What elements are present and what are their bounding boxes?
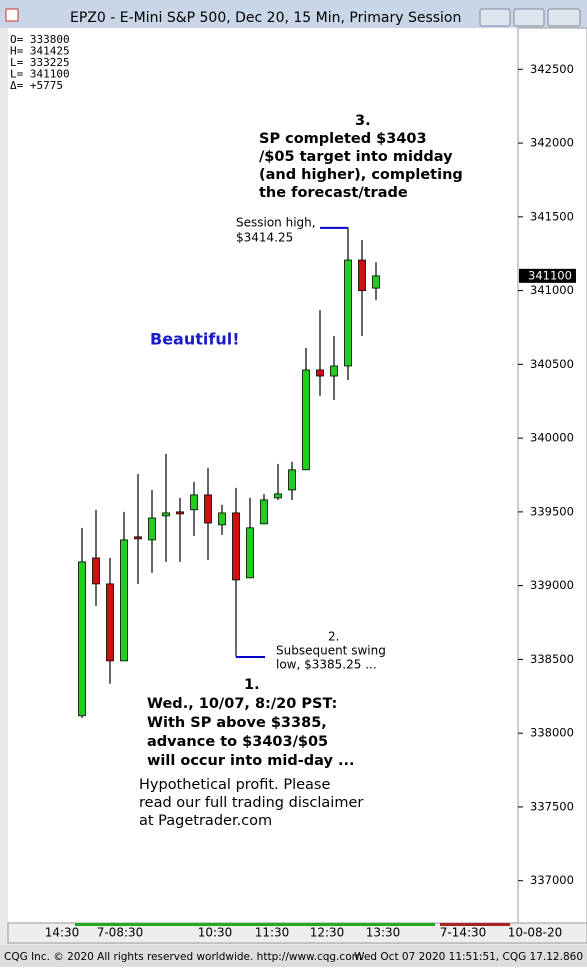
y-tick-label: 341000 (530, 283, 574, 297)
info-line: L= 333225 (10, 56, 70, 69)
y-tick-label: 342000 (530, 136, 574, 150)
candle-body (358, 259, 366, 291)
y-tick-label: 337500 (530, 799, 574, 813)
x-tick-label: 10-08-20 (508, 926, 562, 940)
annotation: at Pagetrader.com (139, 813, 272, 829)
y-tick-label: 341500 (530, 209, 574, 223)
y-tick-label: 338500 (530, 652, 574, 666)
x-tick-label: 12:30 (310, 926, 345, 940)
info-line: Δ= +5775 (10, 79, 63, 92)
candle-body (190, 494, 198, 511)
x-tick-label: 13:30 (366, 926, 401, 940)
window-title: EPZ0 - E-Mini S&P 500, Dec 20, 15 Min, P… (70, 10, 461, 26)
annotation: Wed., 10/07, 8:/20 PST: (147, 696, 337, 712)
annotation: SP completed $3403 (259, 131, 427, 147)
candle-body (78, 561, 86, 717)
annotation: read our full trading disclaimer (139, 795, 363, 811)
price-axis (517, 27, 587, 924)
session-strip (75, 923, 435, 926)
annotation: 3. (355, 113, 371, 129)
y-tick-label: 339000 (530, 578, 574, 592)
minimize-button[interactable] (479, 8, 511, 27)
y-tick-label: 340000 (530, 431, 574, 445)
y-tick-label: 340500 (530, 357, 574, 371)
status-right: Wed Oct 07 2020 11:51:51, CQG 17.12.860 (354, 951, 583, 963)
y-tick-label: 339500 (530, 504, 574, 518)
annotation: 2. (328, 630, 339, 644)
x-tick-label: 11:30 (255, 926, 290, 940)
info-line: O= 333800 (10, 33, 70, 46)
y-tick-label: 337000 (530, 873, 574, 887)
annotation: With SP above $3385, (147, 715, 327, 731)
annotation: low, $3385.25 ... (276, 658, 377, 672)
candle-body (232, 512, 240, 581)
annotation: will occur into mid-day ... (147, 753, 354, 769)
candle-body (204, 494, 212, 524)
candle-body (274, 493, 282, 499)
candle-body (134, 536, 142, 540)
info-line: H= 341425 (10, 45, 70, 58)
annotation: Subsequent swing (276, 644, 386, 658)
annotation: advance to $3403/$05 (147, 734, 328, 750)
candle-body (106, 583, 114, 662)
x-tick-label: 7-08:30 (97, 926, 144, 940)
candle-body (372, 275, 380, 289)
annotation: Beautiful! (150, 330, 240, 349)
y-tick-label: 342500 (530, 62, 574, 76)
annotation: 1. (244, 677, 260, 693)
close-button[interactable] (547, 8, 581, 27)
candle-body (162, 512, 170, 517)
x-tick-label: 10:30 (198, 926, 233, 940)
candle-body (246, 527, 254, 579)
session-strip (440, 923, 510, 926)
status-left: CQG Inc. © 2020 All rights reserved worl… (4, 951, 362, 963)
candle-body (330, 365, 338, 377)
candle-body (316, 369, 324, 377)
candle-body (260, 499, 268, 525)
annotation: (and higher), completing (259, 167, 463, 183)
app-icon (5, 8, 19, 22)
last-price-box (519, 268, 576, 283)
last-price-label: 341100 (528, 268, 572, 282)
candle-body (176, 511, 184, 515)
x-tick-label: 7-14:30 (440, 926, 487, 940)
candle-body (92, 557, 100, 585)
annotation: Session high, (236, 216, 316, 230)
status-bar (0, 945, 587, 967)
maximize-button[interactable] (513, 8, 545, 27)
annotation: Hypothetical profit. Please (139, 777, 330, 793)
candle-body (148, 517, 156, 541)
info-line: L= 341100 (10, 68, 70, 81)
candle-body (302, 369, 310, 471)
annotation: the forecast/trade (259, 185, 408, 201)
y-tick-label: 338000 (530, 726, 574, 740)
candle-body (218, 512, 226, 526)
candle-body (288, 469, 296, 491)
candle-body (120, 539, 128, 662)
annotation: /$05 target into midday (259, 149, 453, 165)
x-tick-label: 14:30 (45, 926, 80, 940)
plot-area (8, 28, 518, 923)
annotation: $3414.25 (236, 231, 293, 245)
candle-body (344, 259, 352, 367)
